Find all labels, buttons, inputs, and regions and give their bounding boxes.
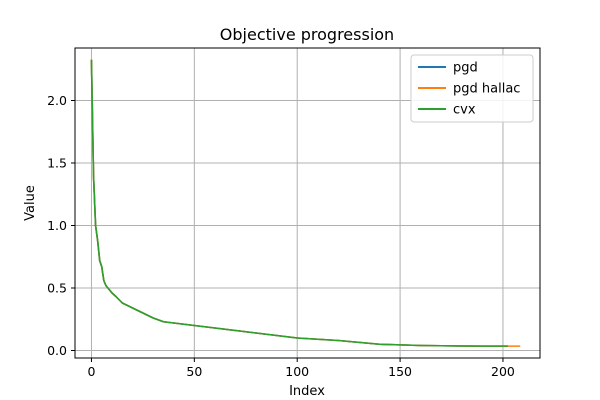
series-lines <box>90 59 521 347</box>
legend-label: cvx <box>453 103 476 118</box>
x-tick-label: 100 <box>285 364 309 379</box>
x-tick-label: 200 <box>491 364 515 379</box>
legend-box <box>410 54 534 123</box>
legend-label: pgd hallac <box>453 82 520 97</box>
y-tick-label: 1.5 <box>47 156 67 171</box>
legend: pgd pgd hallac cvx <box>410 54 534 123</box>
y-tick-label: 0.5 <box>47 281 67 296</box>
series-line-cvx <box>90 59 508 347</box>
y-tick-label: 1.0 <box>47 218 67 233</box>
y-axis-label: Value <box>23 185 38 221</box>
plot-frame <box>74 47 541 359</box>
y-tick-label: 2.0 <box>47 93 67 108</box>
x-tick-label: 0 <box>87 364 95 379</box>
y-tick-label: 0.0 <box>47 343 67 358</box>
axis-ticks: 0 50 100 150 200 0.0 0.5 1.0 1.5 2.0 <box>47 93 515 379</box>
x-tick-label: 50 <box>186 364 202 379</box>
x-axis-label: Index <box>289 384 325 399</box>
chart-title: Objective progression <box>220 25 394 44</box>
legend-label: pgd <box>453 61 478 76</box>
x-tick-label: 150 <box>388 364 412 379</box>
